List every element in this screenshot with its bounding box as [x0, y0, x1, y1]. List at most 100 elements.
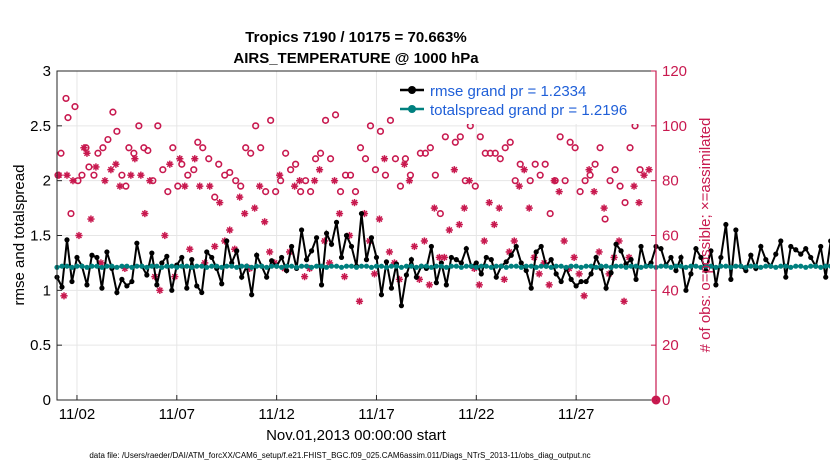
totalspread-point: [678, 263, 684, 269]
totalspread-point: [648, 263, 654, 269]
totalspread-point: [358, 263, 365, 269]
obs-possible-point: [371, 166, 380, 174]
obs-assimilated-point: [216, 199, 224, 207]
rmse-point: [398, 303, 405, 309]
totalspread-point: [553, 263, 559, 269]
y-tick-label: 0: [43, 392, 51, 409]
totalspread-point: [259, 263, 265, 269]
obs-possible-point: [361, 155, 370, 163]
asterisk-stroke: [186, 246, 193, 253]
rmse-point: [823, 274, 829, 280]
asterisk-stroke: [481, 237, 488, 245]
totalspread-point: [588, 263, 594, 269]
totalspread-point: [413, 264, 419, 270]
rmse-point: [533, 249, 539, 255]
totalspread-point: [583, 263, 589, 269]
obs-possible-point: [78, 171, 86, 179]
asterisk-stroke: [63, 172, 71, 179]
obs-assimilated-point: [181, 182, 189, 190]
asterisk-stroke: [451, 166, 458, 173]
totalspread-point: [718, 263, 724, 269]
asterisk-stroke: [191, 155, 198, 162]
obs-assimilated-point: [340, 273, 349, 281]
obs-assimilated-point: [585, 166, 593, 174]
rmse-point: [708, 248, 714, 254]
obs-possible-point: [174, 182, 182, 190]
obs-assimilated-point: [69, 177, 77, 185]
rmse-point: [64, 237, 70, 243]
totalspread-point: [568, 263, 574, 269]
obs-possible-point: [401, 155, 410, 163]
y-right-tick-label: 80: [662, 173, 679, 190]
rmse-point: [558, 278, 564, 285]
x-tick-label: 11/17: [358, 406, 394, 423]
totalspread-point: [533, 264, 539, 270]
asterisk-stroke: [101, 177, 108, 184]
totalspread-point: [348, 263, 355, 269]
obs-possible-point: [626, 144, 634, 152]
totalspread-point: [468, 263, 474, 269]
totalspread-point: [169, 263, 175, 269]
asterisk-stroke: [421, 237, 428, 245]
totalspread-point: [403, 263, 410, 269]
rmse-point: [538, 243, 544, 250]
totalspread-point: [593, 264, 599, 270]
totalspread-point: [528, 263, 534, 269]
totalspread-point: [264, 264, 270, 270]
rmse-point: [328, 241, 335, 247]
obs-possible-point: [541, 160, 549, 168]
obs-assimilated-point: [211, 242, 219, 251]
asterisk-stroke: [476, 281, 483, 288]
totalspread-point: [503, 264, 509, 270]
totalspread-point: [463, 263, 469, 269]
totalspread-point: [798, 263, 804, 269]
rmse-point: [323, 230, 330, 236]
y-axis-label: rmse and totalspread: [11, 165, 28, 306]
asterisk-stroke: [411, 243, 418, 250]
totalspread-point: [483, 263, 489, 269]
asterisk-stroke: [426, 281, 433, 288]
data-file-footer: data file: /Users/raeder/DAI/ATM_forcXX/…: [89, 451, 590, 460]
obs-possible-point: [491, 149, 499, 157]
obs-assimilated-point: [630, 182, 638, 190]
asterisk-stroke: [376, 215, 383, 223]
rmse-point: [308, 248, 315, 254]
totalspread-point: [443, 264, 449, 270]
totalspread-point: [688, 263, 694, 269]
rmse-point: [638, 243, 644, 250]
rmse-point: [129, 278, 135, 285]
obs-possible-point: [596, 144, 604, 152]
rmse-point: [633, 276, 639, 282]
asterisk-stroke: [116, 183, 123, 190]
totalspread-point: [269, 263, 275, 269]
rmse-point: [269, 258, 275, 264]
obs-possible-point: [616, 182, 624, 190]
asterisk-stroke: [351, 199, 358, 206]
totalspread-point: [124, 263, 130, 269]
obs-assimilated-point: [83, 149, 91, 157]
totalspread-point: [74, 263, 80, 269]
totalspread-point: [139, 263, 145, 269]
rmse-point: [159, 260, 165, 266]
rmse-point: [189, 257, 195, 263]
rmse-point: [658, 246, 664, 252]
asterisk-stroke: [216, 199, 223, 206]
rmse-point: [668, 254, 674, 261]
obs-possible-point: [431, 171, 439, 179]
obs-possible-point: [511, 177, 519, 185]
totalspread-point: [428, 264, 434, 270]
obs-possible-point: [391, 155, 400, 163]
obs-assimilated-point: [615, 237, 623, 245]
totalspread-point: [144, 264, 150, 270]
obs-assimilated-point: [75, 231, 83, 240]
totalspread-point: [668, 264, 674, 270]
asterisk-stroke: [436, 254, 443, 261]
y-tick-label: 2.5: [30, 118, 51, 135]
obs-possible-point: [67, 209, 75, 218]
x-axis-label: Nov.01,2013 00:00:00 start: [266, 427, 447, 444]
obs-possible-point: [211, 193, 219, 201]
obs-assimilated-point: [330, 177, 339, 185]
rmse-point: [503, 259, 509, 265]
asterisk-stroke: [446, 226, 453, 234]
obs-possible-point: [331, 111, 340, 119]
